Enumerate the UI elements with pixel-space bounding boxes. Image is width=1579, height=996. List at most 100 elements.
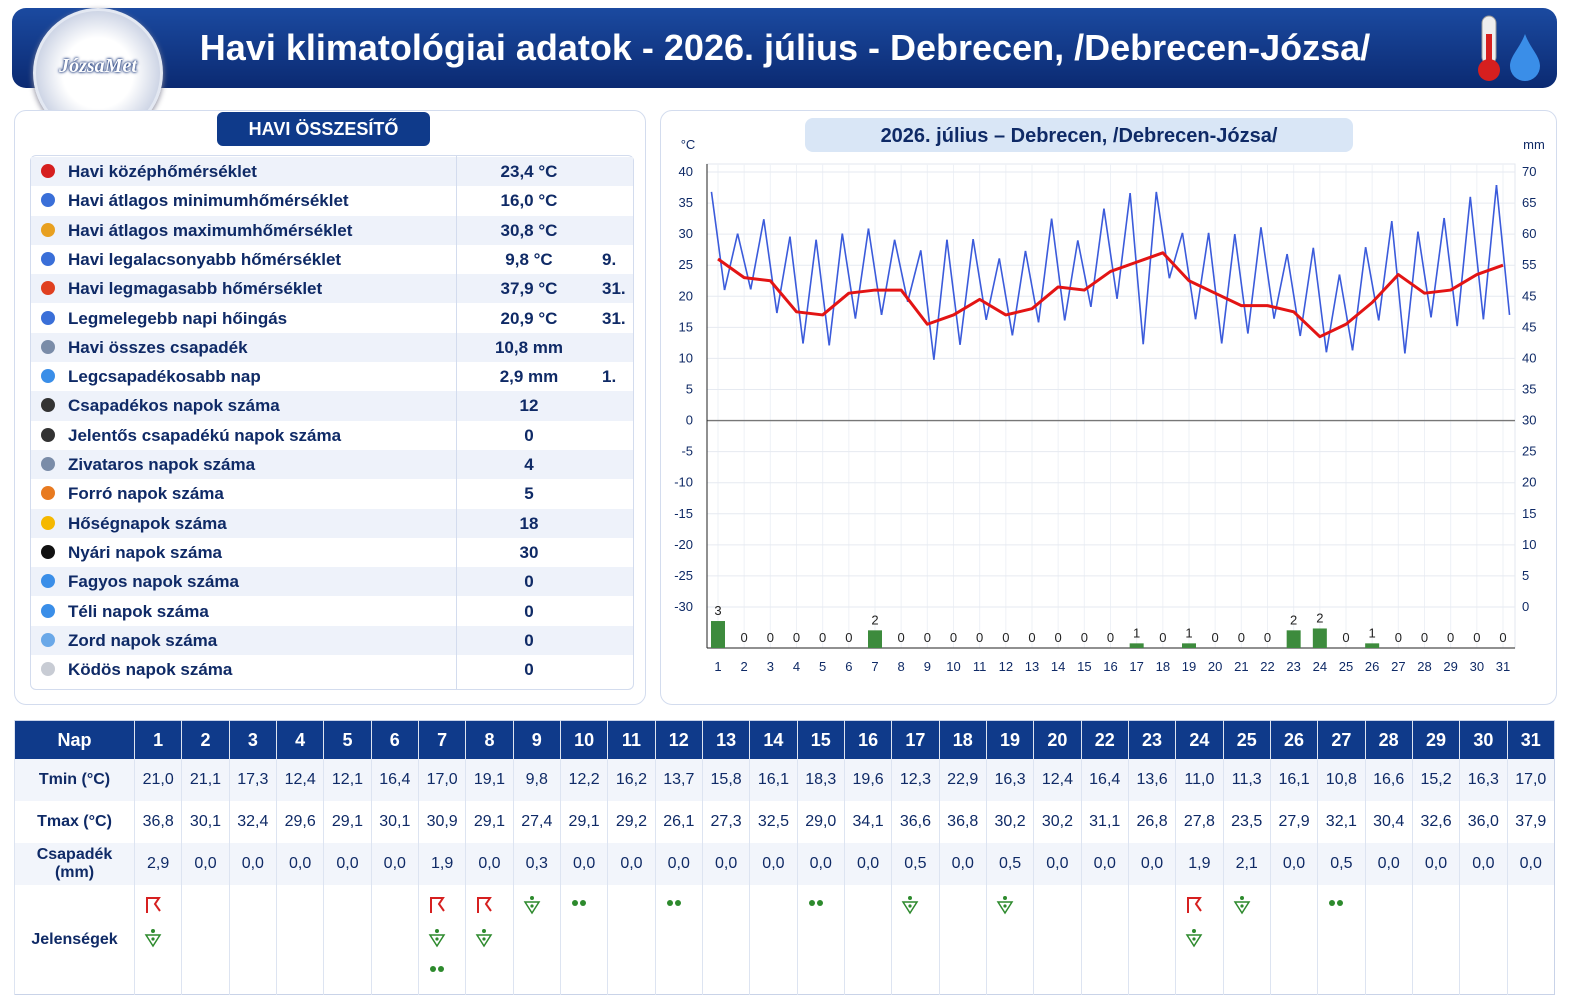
row-label: Havi átlagos maximumhőmérséklet xyxy=(68,220,353,240)
header-cell: 28 xyxy=(1364,720,1413,759)
header-cell: 29 xyxy=(1411,720,1460,759)
x-tick-label: 23 xyxy=(1286,659,1300,674)
thermometer-fill xyxy=(1486,34,1492,68)
cell: 16,1 xyxy=(749,759,798,801)
header-cell: 1 xyxy=(133,720,182,759)
bar-label: 0 xyxy=(1081,630,1088,645)
cell: 27,3 xyxy=(701,801,750,843)
cell: 19,1 xyxy=(465,759,514,801)
icon-part xyxy=(477,897,493,913)
cell: 32,1 xyxy=(1317,801,1366,843)
cell: 0,0 xyxy=(1459,843,1508,885)
temp-range-segment xyxy=(854,228,870,319)
row-icon xyxy=(41,544,55,559)
summary-row: Ködös napok száma 0 xyxy=(31,655,633,684)
bar-label: 0 xyxy=(819,630,826,645)
cell: 0,0 xyxy=(654,843,703,885)
row-value: 30,8 °C xyxy=(500,220,558,240)
bar-label: 0 xyxy=(898,630,905,645)
icon-part xyxy=(437,966,444,972)
cell: 0,0 xyxy=(607,843,656,885)
cell: 1,9 xyxy=(1175,843,1224,885)
bar-label: 0 xyxy=(793,630,800,645)
header-cell: 20 xyxy=(1033,720,1082,759)
y2-tick-label: 10 xyxy=(1522,537,1536,552)
row-label: Forró napok száma xyxy=(68,484,224,504)
x-tick-label: 31 xyxy=(1496,659,1510,674)
temp-range-segment xyxy=(1116,193,1131,299)
cell: 0,0 xyxy=(275,843,324,885)
x-tick-label: 18 xyxy=(1156,659,1170,674)
bar-label: 0 xyxy=(1028,630,1035,645)
y2-tick-label: 35 xyxy=(1522,382,1536,397)
bar-label: 0 xyxy=(1473,630,1480,645)
header-cell: 17 xyxy=(891,720,940,759)
bar-label: 0 xyxy=(741,630,748,645)
temp-range-segment xyxy=(1220,234,1236,344)
row-icon xyxy=(41,222,55,237)
summary-row: Legcsapadékosabb nap 2,9 mm 1. xyxy=(31,362,633,391)
temp-range-segment xyxy=(815,239,831,346)
x-tick-label: 9 xyxy=(924,659,931,674)
cell: 12,4 xyxy=(275,759,324,801)
temp-range-segment xyxy=(959,239,974,345)
phenomena-cell xyxy=(559,885,608,995)
precip-bar xyxy=(1129,643,1144,648)
cell: 13,7 xyxy=(654,759,703,801)
logo-text: JózsaMet xyxy=(59,55,137,77)
row-label: Téli napok száma xyxy=(68,601,209,621)
y-tick-label: 30 xyxy=(679,226,693,241)
x-tick-label: 13 xyxy=(1025,659,1039,674)
row-icon xyxy=(41,281,55,296)
bar-label: 0 xyxy=(1395,630,1402,645)
temp-range-segment xyxy=(1377,220,1393,321)
temp-range-segment xyxy=(1142,191,1158,345)
row-value: 0 xyxy=(524,601,534,621)
header-cell: 10 xyxy=(559,720,608,759)
cell: 21,0 xyxy=(133,759,182,801)
temp-range-segment xyxy=(1011,250,1027,336)
bar-label: 0 xyxy=(924,630,931,645)
cell: 12,2 xyxy=(559,759,608,801)
header-cell: 6 xyxy=(370,720,419,759)
temp-range-segment xyxy=(1286,253,1301,337)
phenomenon-icon xyxy=(144,929,162,948)
row-icon xyxy=(41,398,55,413)
y2-tick-label: 60 xyxy=(1522,226,1536,241)
x-tick-label: 26 xyxy=(1365,659,1379,674)
cell: 21,1 xyxy=(181,759,230,801)
icon-part xyxy=(674,900,681,906)
y-tick-label: 0 xyxy=(686,413,693,428)
row-icon xyxy=(41,339,55,354)
icon-part xyxy=(808,900,815,906)
row-label: Havi legmagasabb hőmérséklet xyxy=(68,279,323,299)
icon-part xyxy=(146,897,161,913)
cell: 0,0 xyxy=(1127,843,1176,885)
summary-row: Havi középhőmérséklet 23,4 °C xyxy=(31,157,633,187)
temp-range-segment xyxy=(1050,218,1066,321)
row-day: 31. xyxy=(602,279,626,299)
bar-label: 2 xyxy=(871,612,878,627)
icon-part xyxy=(1329,900,1336,906)
row-icon xyxy=(41,251,55,266)
x-tick-label: 10 xyxy=(946,659,960,674)
icon-part xyxy=(1003,904,1007,908)
x-tick-label: 6 xyxy=(845,659,852,674)
phenomena-cell xyxy=(1459,885,1508,995)
temp-range-segment xyxy=(1260,227,1275,319)
data-row: Csapadék (mm) 2,9 0,0 0,0 0,0 0,0 0,0 1,9 0,0 0,3… xyxy=(14,843,1555,885)
temp-range-segment xyxy=(789,236,804,344)
cell: 0,0 xyxy=(1364,843,1413,885)
bar-label: 0 xyxy=(767,630,774,645)
precip-bar xyxy=(1182,643,1196,648)
y-tick-label: -30 xyxy=(674,599,693,614)
header-bar xyxy=(12,8,1557,88)
temp-range-segment xyxy=(985,258,1001,321)
temp-range-segment xyxy=(893,239,909,303)
precip-bar xyxy=(868,630,882,648)
row-icon xyxy=(41,193,55,208)
row-icon xyxy=(41,427,55,442)
header-cell: 11 xyxy=(607,720,656,759)
row-label: Fagyos napok száma xyxy=(68,572,240,592)
bar-label: 0 xyxy=(1342,630,1349,645)
